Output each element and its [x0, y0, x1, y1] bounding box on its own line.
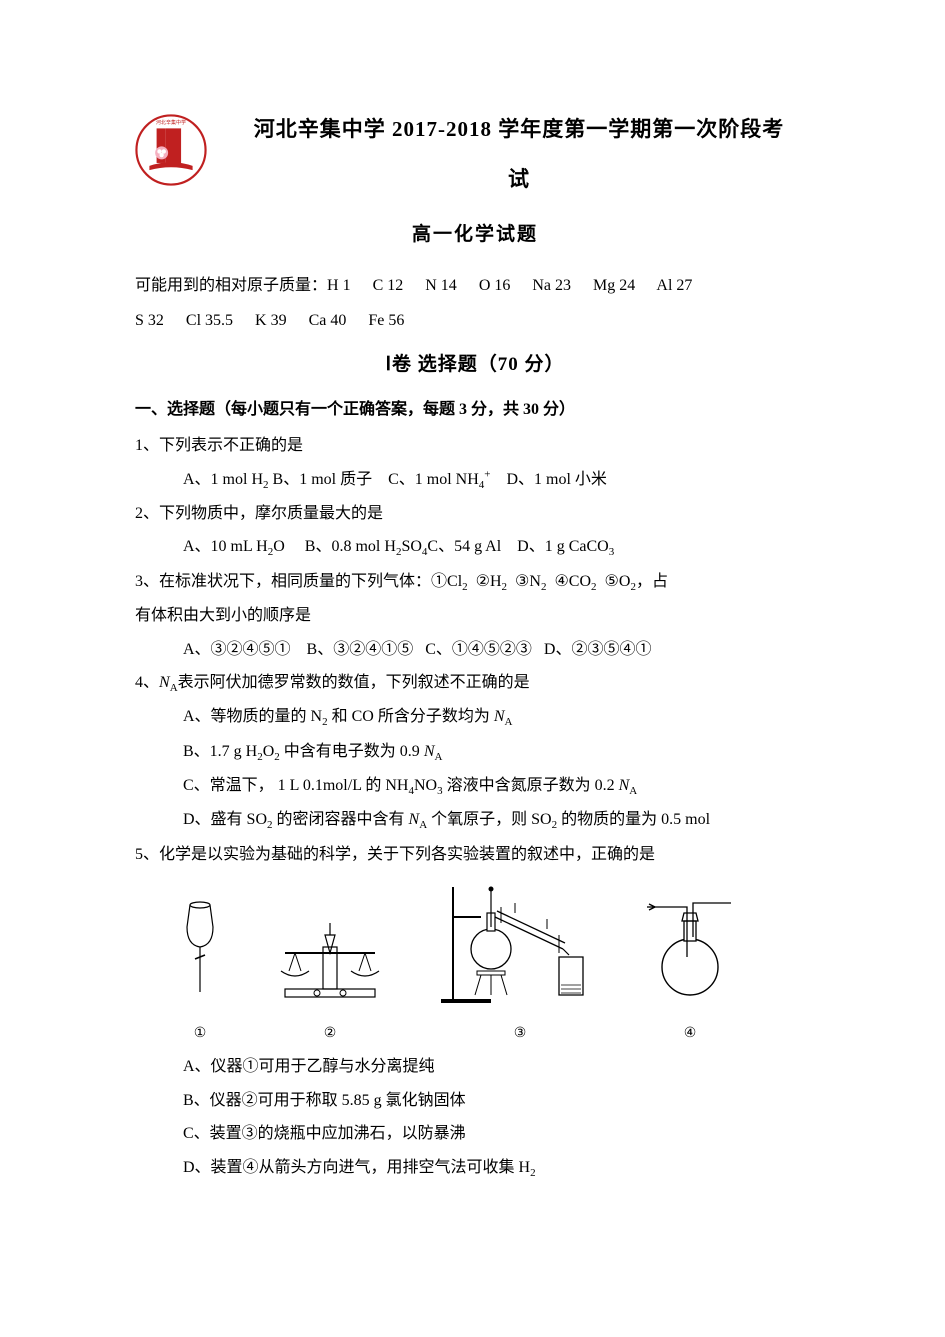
section-heading: Ⅰ卷 选择题（70 分）	[135, 344, 815, 386]
q1-num: 1、	[135, 437, 159, 454]
atomic-mass-label: 可能用到的相对原子质量：	[135, 277, 327, 294]
diagram-balance-scale: ②	[255, 917, 405, 1048]
q4-opt-d: D、盛有 SO2 的密闭容器中含有 NA 个氧原子，则 SO2 的物质的量为 0…	[135, 803, 815, 837]
page-subtitle: 高一化学试题	[135, 214, 815, 256]
question-3: 3、在标准状况下，相同质量的下列气体：①Cl2 ②H2 ③N2 ④CO2 ⑤O2…	[135, 565, 815, 666]
diagram-separating-funnel: ①	[175, 897, 225, 1048]
am-9: K 39	[255, 312, 287, 329]
diagram-label-3: ③	[435, 1019, 605, 1048]
diagram-label-1: ①	[175, 1019, 225, 1048]
am-7: S 32	[135, 312, 164, 329]
diagram-distillation-setup: ③	[435, 877, 605, 1048]
atomic-mass-line: 可能用到的相对原子质量：H 1 C 12 N 14 O 16 Na 23 Mg …	[135, 268, 815, 338]
page-title-line1: 河北辛集中学 2017-2018 学年度第一学期第一次阶段考	[223, 110, 815, 150]
am-11: Fe 56	[368, 312, 404, 329]
q1-stem: 下列表示不正确的是	[159, 437, 303, 454]
q1-options: A、1 mol H2 B、1 mol 质子 C、1 mol NH4+ D、1 m…	[135, 463, 815, 497]
q4-opt-b: B、1.7 g H2O2 中含有电子数为 0.9 NA	[135, 735, 815, 769]
q4-opt-c: C、常温下， 1 L 0.1mol/L 的 NH4NO3 溶液中含氮原子数为 0…	[135, 769, 815, 803]
header: 河北辛集中学 河北辛集中学 2017-2018 学年度第一学期第一次阶段考 试	[135, 110, 815, 200]
diagram-label-2: ②	[255, 1019, 405, 1048]
title-block: 河北辛集中学 2017-2018 学年度第一学期第一次阶段考 试	[223, 110, 815, 200]
q5-num: 5、	[135, 846, 159, 863]
q2-options: A、10 mL H2O B、0.8 mol H2SO4C、54 g Al D、1…	[135, 530, 815, 564]
q4-stem: NA表示阿伏加德罗常数的数值，下列叙述不正确的是	[159, 674, 530, 691]
q5-diagrams: ① ②	[135, 877, 815, 1048]
school-logo-icon: 河北辛集中学	[135, 114, 207, 186]
q4-opt-a: A、等物质的量的 N2 和 CO 所含分子数均为 NA	[135, 700, 815, 734]
q3-num: 3、	[135, 573, 159, 590]
am-3: O 16	[479, 277, 511, 294]
q2-num: 2、	[135, 505, 159, 522]
q3-stem: 在标准状况下，相同质量的下列气体：①Cl2 ②H2 ③N2 ④CO2 ⑤O2，占…	[135, 573, 668, 624]
q2-stem: 下列物质中，摩尔质量最大的是	[159, 505, 383, 522]
q5-stem: 化学是以实验为基础的科学，关于下列各实验装置的叙述中，正确的是	[159, 846, 655, 863]
am-2: N 14	[425, 277, 457, 294]
q5-opt-b: B、仪器②可用于称取 5.85 g 氯化钠固体	[135, 1084, 815, 1118]
q4-num: 4、	[135, 674, 159, 691]
am-4: Na 23	[532, 277, 571, 294]
section-instructions: 一、选择题（每小题只有一个正确答案，每题 3 分，共 30 分）	[135, 392, 815, 427]
question-5: 5、化学是以实验为基础的科学，关于下列各实验装置的叙述中，正确的是 ①	[135, 838, 815, 1185]
svg-text:河北辛集中学: 河北辛集中学	[156, 119, 186, 126]
am-6: Al 27	[656, 277, 692, 294]
q5-opt-c: C、装置③的烧瓶中应加沸石，以防暴沸	[135, 1117, 815, 1151]
am-8: Cl 35.5	[186, 312, 233, 329]
question-2: 2、下列物质中，摩尔质量最大的是 A、10 mL H2O B、0.8 mol H…	[135, 497, 815, 565]
question-1: 1、下列表示不正确的是 A、1 mol H2 B、1 mol 质子 C、1 mo…	[135, 429, 815, 497]
q5-opt-d: D、装置④从箭头方向进气，用排空气法可收集 H2	[135, 1151, 815, 1185]
q3-options: A、③②④⑤① B、③②④①⑤ C、①④⑤②③ D、②③⑤④①	[135, 633, 815, 667]
am-1: C 12	[373, 277, 404, 294]
page-title-line2: 试	[223, 160, 815, 200]
am-5: Mg 24	[593, 277, 635, 294]
diagram-round-flask-gas: ④	[635, 897, 745, 1048]
am-10: Ca 40	[309, 312, 347, 329]
am-0: H 1	[327, 277, 351, 294]
q5-opt-a: A、仪器①可用于乙醇与水分离提纯	[135, 1050, 815, 1084]
question-4: 4、NA表示阿伏加德罗常数的数值，下列叙述不正确的是 A、等物质的量的 N2 和…	[135, 666, 815, 837]
diagram-label-4: ④	[635, 1019, 745, 1048]
